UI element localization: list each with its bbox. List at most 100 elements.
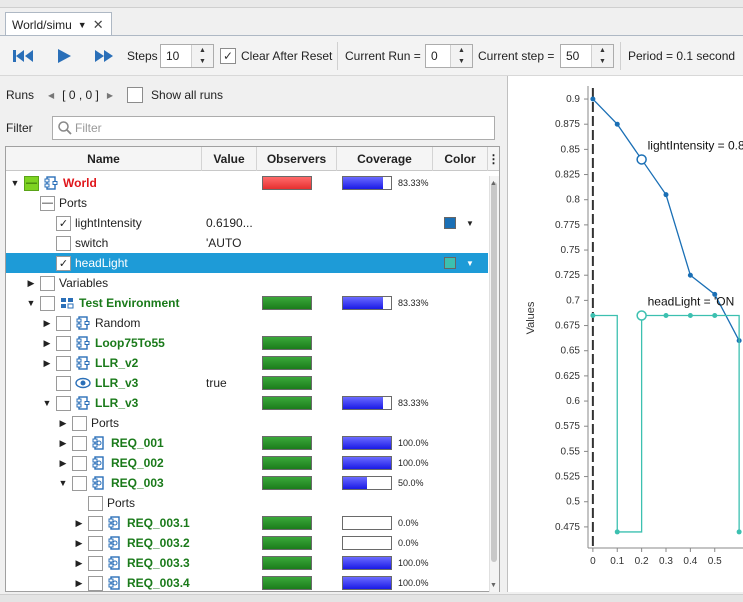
row-checkbox[interactable] — [56, 375, 71, 391]
current-run-spinner[interactable]: 0 ▲ ▼ — [425, 44, 473, 68]
clear-after-reset-checkbox[interactable]: ✓ — [220, 48, 236, 64]
column-header-color[interactable]: Color — [433, 147, 488, 171]
tab-world-simu[interactable]: World/simu ▼ ✕ — [5, 12, 112, 36]
tree-row[interactable]: ▶ LLR_v2 — [6, 353, 488, 373]
row-checkbox[interactable] — [56, 315, 71, 331]
chevron-down-icon[interactable]: ▼ — [199, 58, 206, 65]
expand-right-icon[interactable]: ▶ — [59, 417, 67, 428]
expand-right-icon[interactable]: ▶ — [75, 577, 83, 588]
play-button[interactable] — [56, 44, 72, 68]
expand-right-icon[interactable]: ▶ — [27, 277, 35, 288]
row-checkbox[interactable] — [88, 575, 103, 591]
column-header-value[interactable]: Value — [202, 147, 257, 171]
expand-right-icon[interactable]: ▶ — [75, 537, 83, 548]
steps-spinner-buttons[interactable]: ▲ ▼ — [191, 45, 213, 67]
tree-row[interactable]: ▶ REQ_003.2 0.0% — [6, 533, 488, 553]
chevron-up-icon[interactable]: ▲ — [458, 47, 465, 54]
current-run-spinner-buttons[interactable]: ▲ ▼ — [450, 45, 472, 67]
steps-value[interactable]: 10 — [166, 49, 180, 63]
tree-row[interactable]: ▶ Random — [6, 313, 488, 333]
tree-row[interactable]: ▶ REQ_001 100.0% — [6, 433, 488, 453]
column-header-coverage[interactable]: Coverage — [337, 147, 433, 171]
close-icon[interactable]: ✕ — [92, 16, 104, 32]
tab-dropdown-icon[interactable]: ▼ — [77, 19, 87, 30]
chevron-left-icon[interactable]: ◀ — [48, 90, 55, 100]
row-checkbox[interactable] — [40, 295, 55, 311]
expand-right-icon[interactable]: ▶ — [75, 517, 83, 528]
color-cell[interactable]: ▼ — [444, 213, 484, 233]
row-checkbox[interactable] — [56, 395, 71, 411]
chevron-up-icon[interactable]: ▲ — [199, 47, 206, 54]
tree-row[interactable]: ▼ LLR_v3 83.33% — [6, 393, 488, 413]
show-all-runs-checkbox[interactable] — [127, 87, 144, 103]
chevron-up-icon[interactable]: ▲ — [599, 47, 606, 54]
row-checkbox[interactable]: — — [24, 175, 39, 191]
tree-row[interactable]: ▶ Ports — [6, 413, 488, 433]
row-checkbox[interactable] — [72, 435, 87, 451]
column-header-observers[interactable]: Observers — [257, 147, 337, 171]
rewind-button[interactable] — [12, 44, 34, 68]
row-checkbox[interactable] — [88, 495, 103, 511]
color-cell[interactable]: ▼ — [444, 253, 484, 273]
row-checkbox[interactable]: ✓ — [56, 255, 71, 271]
scrollbar-thumb[interactable] — [491, 182, 497, 562]
values-chart[interactable]: 0.9 0.875 0.85 0.825 0.8 0.775 0.75 0.725 0.7 0.6… — [508, 76, 743, 592]
expand-down-icon[interactable]: ▼ — [10, 178, 20, 188]
column-menu-icon[interactable]: ⋮ — [487, 152, 500, 166]
tree-row[interactable]: — Ports — [6, 193, 488, 213]
expand-right-icon[interactable]: ▶ — [43, 317, 51, 328]
row-checkbox[interactable] — [56, 335, 71, 351]
tree-row[interactable]: ▼ — World 83.33% — [6, 173, 488, 193]
expand-down-icon[interactable]: ▼ — [26, 298, 36, 308]
row-checkbox[interactable] — [88, 535, 103, 551]
scroll-down-icon[interactable]: ▼ — [490, 582, 497, 589]
current-step-spinner[interactable]: 50 ▲ ▼ — [560, 44, 614, 68]
row-checkbox[interactable] — [40, 275, 55, 291]
expand-right-icon[interactable]: ▶ — [59, 457, 67, 468]
chevron-down-icon[interactable]: ▼ — [458, 58, 465, 65]
tree-row[interactable]: ✓ lightIntensity 0.6190... ▼ — [6, 213, 488, 233]
expand-down-icon[interactable]: ▼ — [58, 478, 68, 488]
tree-row[interactable]: Ports — [6, 493, 488, 513]
row-checkbox[interactable]: ✓ — [56, 215, 71, 231]
clear-after-reset-toggle[interactable]: ✓ Clear After Reset — [220, 44, 332, 68]
tree-row[interactable]: switch 'AUTO — [6, 233, 488, 253]
tree-row[interactable]: ▼ Test Environment 83.33% — [6, 293, 488, 313]
row-checkbox[interactable] — [72, 455, 87, 471]
expand-right-icon[interactable]: ▶ — [59, 437, 67, 448]
column-header-name[interactable]: Name — [6, 147, 202, 171]
tree-row[interactable]: LLR_v3 true — [6, 373, 488, 393]
chevron-down-icon[interactable]: ▼ — [599, 58, 606, 65]
steps-spinner[interactable]: 10 ▲ ▼ — [160, 44, 214, 68]
row-checkbox[interactable] — [72, 415, 87, 431]
tree-row[interactable]: ▶ Loop75To55 — [6, 333, 488, 353]
row-checkbox[interactable] — [56, 355, 71, 371]
tree-row[interactable]: ▶ REQ_003.4 100.0% — [6, 573, 488, 591]
tree-row[interactable]: ✓ headLight ▼ — [6, 253, 488, 273]
tree-row[interactable]: ▼ REQ_003 50.0% — [6, 473, 488, 493]
expand-right-icon[interactable]: ▶ — [75, 557, 83, 568]
fast-forward-button[interactable] — [94, 44, 116, 68]
tree-row[interactable]: ▶ Variables — [6, 273, 488, 293]
tree-row[interactable]: ▶ REQ_003.1 0.0% — [6, 513, 488, 533]
expand-down-icon[interactable]: ▼ — [42, 398, 52, 408]
chevron-right-icon[interactable]: ▶ — [106, 90, 114, 100]
color-dropdown-icon[interactable]: ▼ — [466, 218, 474, 228]
current-step-spinner-buttons[interactable]: ▲ ▼ — [591, 45, 613, 67]
current-step-value[interactable]: 50 — [566, 49, 580, 63]
expand-right-icon[interactable]: ▶ — [43, 357, 51, 368]
color-dropdown-icon[interactable]: ▼ — [466, 258, 474, 268]
color-swatch[interactable] — [444, 217, 456, 229]
tree-row[interactable]: ▶ REQ_002 100.0% — [6, 453, 488, 473]
row-checkbox[interactable] — [72, 475, 87, 491]
current-run-value[interactable]: 0 — [431, 49, 438, 63]
row-checkbox[interactable]: — — [40, 195, 55, 211]
row-checkbox[interactable] — [88, 515, 103, 531]
tree-row[interactable]: ▶ REQ_003.3 100.0% — [6, 553, 488, 573]
color-swatch[interactable] — [444, 257, 456, 269]
row-checkbox[interactable] — [56, 235, 71, 251]
filter-input[interactable]: Filter — [52, 116, 495, 140]
scroll-up-icon[interactable]: ▲ — [490, 180, 497, 187]
expand-right-icon[interactable]: ▶ — [43, 337, 51, 348]
row-checkbox[interactable] — [88, 555, 103, 571]
